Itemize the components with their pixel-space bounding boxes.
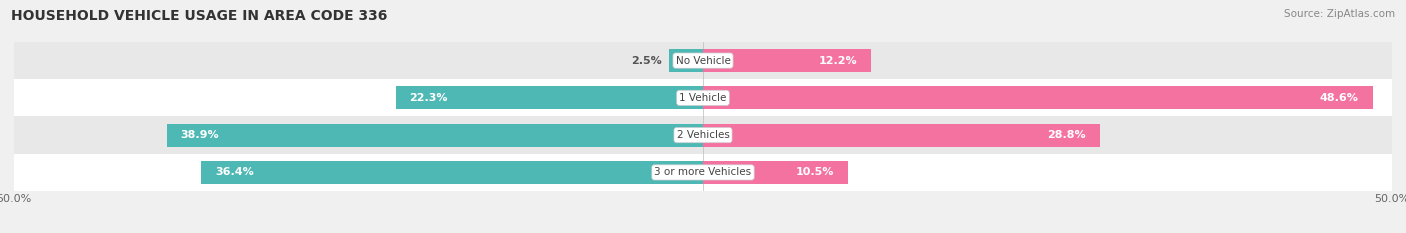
Bar [703, 49, 872, 72]
Bar [167, 123, 703, 147]
Text: 36.4%: 36.4% [215, 168, 254, 177]
Text: HOUSEHOLD VEHICLE USAGE IN AREA CODE 336: HOUSEHOLD VEHICLE USAGE IN AREA CODE 336 [11, 9, 388, 23]
Bar [14, 42, 1392, 79]
Text: 28.8%: 28.8% [1047, 130, 1085, 140]
Text: 2 Vehicles: 2 Vehicles [676, 130, 730, 140]
Text: No Vehicle: No Vehicle [675, 56, 731, 65]
Text: 22.3%: 22.3% [409, 93, 449, 103]
Bar [14, 79, 1392, 116]
Bar [395, 86, 703, 110]
Text: 38.9%: 38.9% [181, 130, 219, 140]
Bar [201, 161, 703, 184]
Text: Source: ZipAtlas.com: Source: ZipAtlas.com [1284, 9, 1395, 19]
Text: 48.6%: 48.6% [1320, 93, 1358, 103]
Bar [703, 161, 848, 184]
Bar [669, 49, 703, 72]
Bar [14, 154, 1392, 191]
Bar [703, 123, 1099, 147]
Text: 10.5%: 10.5% [796, 168, 834, 177]
Text: 3 or more Vehicles: 3 or more Vehicles [654, 168, 752, 177]
Text: 2.5%: 2.5% [631, 56, 662, 65]
Text: 12.2%: 12.2% [818, 56, 858, 65]
Bar [14, 116, 1392, 154]
Text: 1 Vehicle: 1 Vehicle [679, 93, 727, 103]
Bar [703, 86, 1372, 110]
